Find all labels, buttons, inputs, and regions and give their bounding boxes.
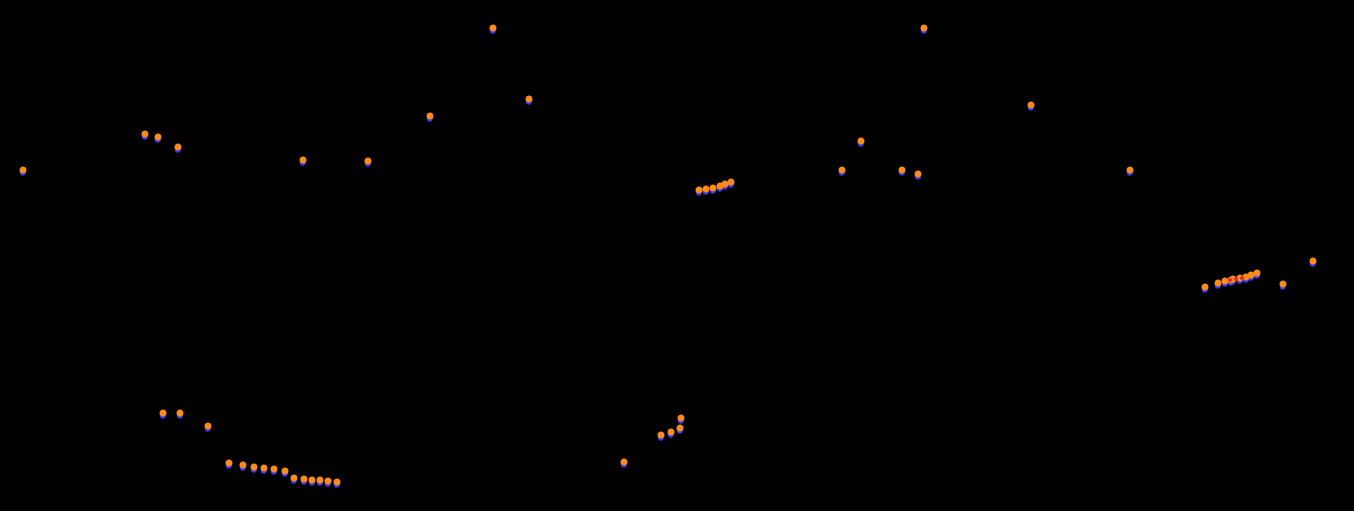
scatter-point <box>668 429 675 436</box>
scatter-point <box>155 134 162 141</box>
scatter-point <box>1254 270 1261 277</box>
scatter-point <box>839 167 846 174</box>
scatter-point <box>1127 167 1134 174</box>
scatter-point <box>300 157 307 164</box>
scatter-point <box>309 477 316 484</box>
scatter-point <box>317 477 324 484</box>
scatter-point-accent <box>1228 278 1232 282</box>
scatter-point <box>226 460 233 467</box>
scatter-point <box>365 158 372 165</box>
scatter-plot <box>0 0 1354 511</box>
scatter-point <box>526 96 533 103</box>
scatter-point <box>1310 258 1317 265</box>
scatter-point-accent <box>1240 276 1244 280</box>
scatter-point <box>678 415 685 422</box>
scatter-point <box>271 466 278 473</box>
scatter-point <box>240 462 247 469</box>
scatter-point <box>696 187 703 194</box>
scatter-point <box>251 464 258 471</box>
scatter-point <box>703 186 710 193</box>
scatter-point <box>921 25 928 32</box>
scatter-point <box>1202 284 1209 291</box>
scatter-point <box>728 179 735 186</box>
scatter-point <box>677 425 684 432</box>
scatter-point <box>710 185 717 192</box>
scatter-point <box>160 410 167 417</box>
scatter-point <box>175 144 182 151</box>
scatter-point <box>20 167 27 174</box>
scatter-point <box>1028 102 1035 109</box>
scatter-point <box>1280 281 1287 288</box>
scatter-point <box>1215 280 1222 287</box>
scatter-point <box>291 475 298 482</box>
scatter-point <box>177 410 184 417</box>
scatter-point <box>205 423 212 430</box>
scatter-point <box>325 478 332 485</box>
scatter-point <box>142 131 149 138</box>
scatter-point <box>282 468 289 475</box>
scatter-point <box>301 476 308 483</box>
scatter-point <box>899 167 906 174</box>
scatter-point <box>658 432 665 439</box>
scatter-point <box>261 465 268 472</box>
scatter-point <box>915 171 922 178</box>
scatter-point <box>334 479 341 486</box>
scatter-point-accent <box>1234 277 1238 281</box>
scatter-point <box>490 25 497 32</box>
scatter-point <box>858 138 865 145</box>
scatter-point <box>427 113 434 120</box>
scatter-point <box>621 459 628 466</box>
